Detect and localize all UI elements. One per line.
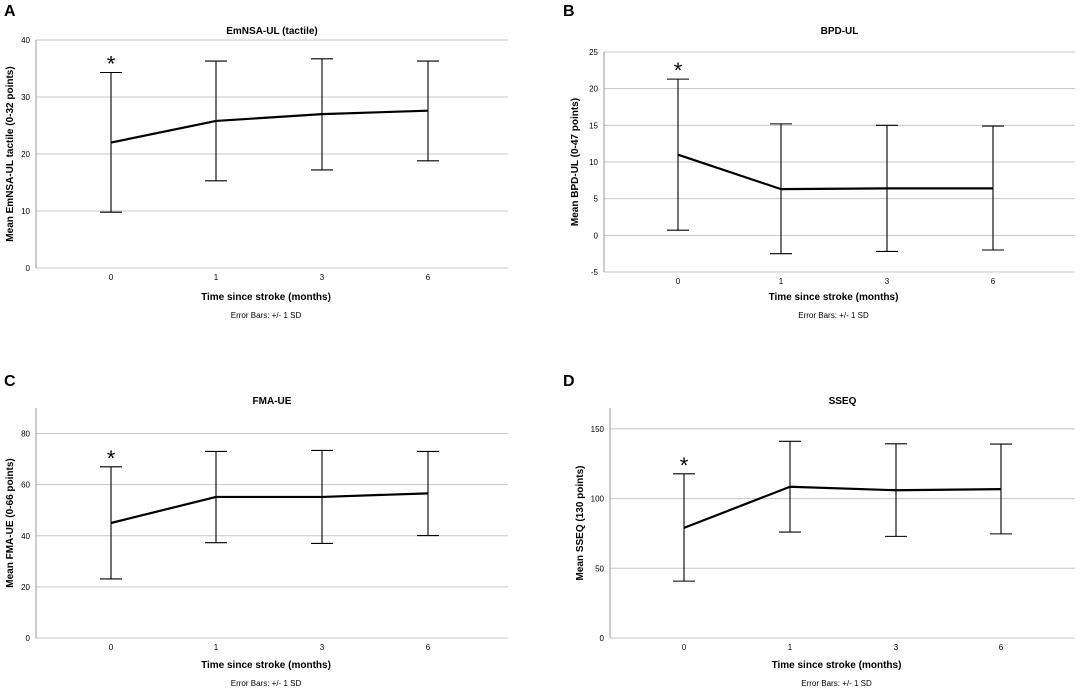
significance-asterisk: * xyxy=(680,453,689,478)
chart-title: BPD-UL xyxy=(821,26,859,37)
chart-panel-d: D SSEQ 0 50 100 150 0 1 3 6 * Time since stroke (mo… xyxy=(563,373,1075,688)
panel-letter: C xyxy=(4,373,16,390)
y-tick-label: 100 xyxy=(591,495,605,504)
x-tick-label: 1 xyxy=(788,643,793,652)
chart-panel-b: B BPD-UL -5 0 5 10 15 20 25 0 1 3 6 * Time since strok… xyxy=(563,3,1075,320)
panel-letter: B xyxy=(563,3,575,20)
error-bar xyxy=(667,78,689,231)
x-tick-label: 6 xyxy=(426,273,431,282)
y-tick-label: 20 xyxy=(21,150,30,159)
x-tick-label: 3 xyxy=(320,643,325,652)
error-bars-note: Error Bars: +/- 1 SD xyxy=(801,679,872,688)
x-axis-label: Time since stroke (months) xyxy=(201,292,331,303)
significance-asterisk: * xyxy=(107,446,116,471)
y-tick-label: 40 xyxy=(21,36,30,45)
error-bars-note: Error Bars: +/- 1 SD xyxy=(231,679,302,688)
chart-title: FMA-UE xyxy=(253,396,292,407)
series-line-mean xyxy=(683,485,1002,529)
x-tick-label: 3 xyxy=(885,277,890,286)
x-axis-label: Time since stroke (months) xyxy=(772,660,902,671)
y-tick-label: 10 xyxy=(589,158,598,167)
x-tick-label: 6 xyxy=(999,643,1004,652)
y-axis-label: Mean SSEQ (130 points) xyxy=(575,465,586,580)
x-tick-label: 0 xyxy=(109,273,114,282)
y-axis-label: Mean EmNSA-UL tactile (0-32 points) xyxy=(5,66,16,241)
y-tick-label: -5 xyxy=(591,268,599,277)
y-tick-label: 20 xyxy=(21,583,30,592)
y-tick-label: 60 xyxy=(21,481,30,490)
y-tick-label: 0 xyxy=(594,231,599,240)
error-bars-note: Error Bars: +/- 1 SD xyxy=(231,311,302,320)
x-tick-label: 6 xyxy=(991,277,996,286)
chart-panel-a: A EmNSA-UL (tactile) 0 10 20 30 40 0 1 3 6 * Time si… xyxy=(4,3,508,320)
y-tick-label: 150 xyxy=(591,425,605,434)
y-tick-label: 40 xyxy=(21,532,30,541)
y-tick-label: 30 xyxy=(21,93,30,102)
y-tick-label: 10 xyxy=(21,207,30,216)
chart-title: SSEQ xyxy=(829,396,857,407)
y-tick-label: 5 xyxy=(594,195,599,204)
x-tick-label: 6 xyxy=(426,643,431,652)
x-tick-label: 0 xyxy=(676,277,681,286)
series-line-mean xyxy=(110,109,429,144)
panel-letter: A xyxy=(4,3,16,20)
x-tick-label: 0 xyxy=(109,643,114,652)
x-tick-label: 0 xyxy=(682,643,687,652)
significance-asterisk: * xyxy=(107,51,116,76)
y-tick-label: 25 xyxy=(589,48,598,57)
error-bars-note: Error Bars: +/- 1 SD xyxy=(798,311,869,320)
x-tick-label: 3 xyxy=(894,643,899,652)
x-tick-label: 3 xyxy=(320,273,325,282)
y-tick-label: 80 xyxy=(21,430,30,439)
x-axis-label: Time since stroke (months) xyxy=(769,292,899,303)
panel-letter: D xyxy=(563,373,575,390)
x-tick-label: 1 xyxy=(214,273,219,282)
x-axis-label: Time since stroke (months) xyxy=(201,660,331,671)
y-axis-label: Mean BPD-UL (0-47 points) xyxy=(570,98,581,226)
y-tick-label: 0 xyxy=(26,634,31,643)
series-line-mean xyxy=(110,492,429,525)
x-tick-label: 1 xyxy=(214,643,219,652)
chart-title: EmNSA-UL (tactile) xyxy=(226,26,318,37)
y-tick-label: 15 xyxy=(589,121,598,130)
y-tick-label: 0 xyxy=(600,634,605,643)
significance-asterisk: * xyxy=(674,58,683,83)
y-tick-label: 20 xyxy=(589,85,598,94)
chart-panel-c: C FMA-UE 0 20 40 60 80 0 1 3 6 * Time since stroke (… xyxy=(4,373,508,688)
series-line-mean xyxy=(677,153,993,191)
y-axis-label: Mean FMA-UE (0-66 points) xyxy=(5,458,16,587)
x-tick-label: 1 xyxy=(779,277,784,286)
y-tick-label: 50 xyxy=(595,564,604,573)
error-bar xyxy=(990,443,1012,535)
y-tick-label: 0 xyxy=(26,264,31,273)
